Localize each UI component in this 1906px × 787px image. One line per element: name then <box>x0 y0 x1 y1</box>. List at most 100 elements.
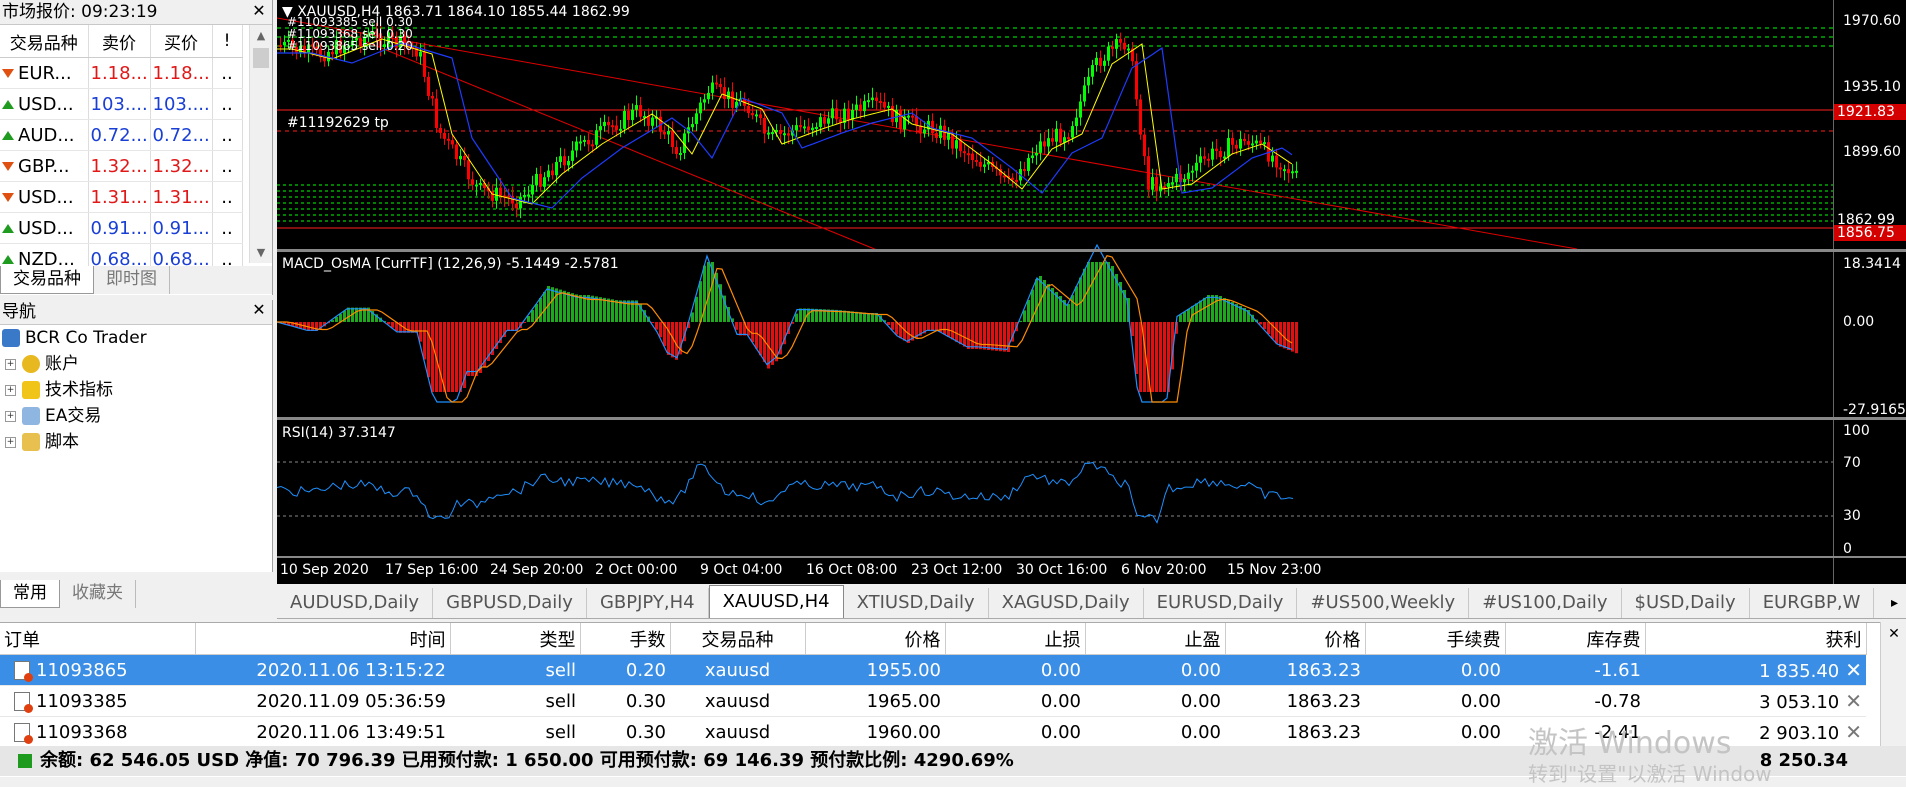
order-id-cell[interactable]: 11093385 <box>0 685 195 717</box>
quote-row[interactable]: AUD... 0.72... 0.72..... <box>0 119 243 151</box>
expand-icon[interactable]: + <box>5 410 16 422</box>
quote-symbol[interactable]: GBP... <box>0 150 89 182</box>
rsi-tick: 0 <box>1843 541 1852 557</box>
quote-flag: .. <box>212 181 243 213</box>
orders-col-header[interactable]: 止盈 <box>1085 623 1226 655</box>
col-ask-header[interactable]: 买价 <box>150 25 213 58</box>
tree-item-accounts[interactable]: + 账户 <box>0 351 272 377</box>
chart-tab[interactable]: EURUSD,Daily <box>1144 588 1298 618</box>
order-row[interactable]: 11093865 2020.11.06 13:15:22 sell 0.20 xauus… <box>0 654 1866 686</box>
tabs-scroll-right-icon[interactable]: ▸ <box>1890 595 1898 611</box>
quote-row[interactable]: USD... 103.... 103...... <box>0 88 243 120</box>
candle-body <box>1295 170 1298 173</box>
chart-tab[interactable]: XTIUSD,Daily <box>844 588 989 618</box>
quote-row[interactable]: USD... 0.91... 0.91..... <box>0 212 243 244</box>
chart-tab[interactable]: XAGUSD,Daily <box>989 588 1144 618</box>
expand-icon[interactable]: + <box>5 358 16 370</box>
quote-symbol[interactable]: USD... <box>0 212 89 244</box>
tree-item-experts[interactable]: + EA交易 <box>0 403 272 429</box>
order-id-cell[interactable]: 11093368 <box>0 716 195 748</box>
price-tick: 1935.10 <box>1843 79 1901 95</box>
quote-row[interactable]: GBP... 1.32... 1.32..... <box>0 150 243 182</box>
orders-col-header[interactable]: 获利 <box>1645 623 1867 655</box>
quote-row[interactable]: USD... 1.31... 1.31..... <box>0 181 243 213</box>
orders-col-header[interactable]: 类型 <box>450 623 581 655</box>
tab-common[interactable]: 常用 <box>0 580 60 608</box>
osma-bar <box>459 322 462 392</box>
quote-symbol[interactable]: AUD... <box>0 119 89 151</box>
osma-bar <box>523 322 526 323</box>
quote-flag: .. <box>212 119 243 151</box>
osma-bar <box>851 311 854 322</box>
pane-separator[interactable] <box>277 417 1906 420</box>
quote-scrollbar[interactable]: ▲ ▼ <box>249 25 272 263</box>
tab-favorites[interactable]: 收藏夹 <box>60 580 136 608</box>
tree-item-indicators[interactable]: + 技术指标 <box>0 377 272 403</box>
quote-symbol[interactable]: EUR... <box>0 57 89 89</box>
orders-col-header[interactable]: 价格 <box>805 623 946 655</box>
osma-bar <box>419 322 422 342</box>
orders-col-header[interactable]: 价格 <box>1225 623 1366 655</box>
osma-bar <box>867 313 870 322</box>
candle-body <box>1023 169 1026 172</box>
close-order-icon[interactable]: ✕ <box>1845 689 1862 713</box>
osma-bar <box>1203 297 1206 322</box>
candle-body <box>1199 156 1202 163</box>
tab-symbols[interactable]: 交易品种 <box>0 266 94 294</box>
chart-tab[interactable]: GBPUSD,Daily <box>433 588 587 618</box>
orders-col-header[interactable]: 库存费 <box>1505 623 1646 655</box>
candle-body <box>1003 175 1006 178</box>
orders-col-header[interactable]: 手续费 <box>1365 623 1506 655</box>
expand-icon[interactable]: + <box>5 436 16 448</box>
quote-row[interactable]: EUR... 1.18... 1.18..... <box>0 57 243 89</box>
osma-bar <box>567 292 570 322</box>
chart-tab[interactable]: EURGBP,W <box>1750 588 1875 618</box>
rsi-title: RSI(14) 37.3147 <box>282 425 396 441</box>
chart-tab[interactable]: XAUUSD,H4 <box>708 585 844 618</box>
osma-bar <box>1035 279 1038 322</box>
candle-body <box>807 126 810 131</box>
order-row[interactable]: 11093385 2020.11.09 05:36:59 sell 0.30 xauus… <box>0 685 1866 717</box>
orders-col-header[interactable]: 交易品种 <box>670 623 806 655</box>
orders-col-header[interactable]: 止损 <box>945 623 1086 655</box>
close-terminal-icon[interactable]: ✕ <box>1888 626 1900 642</box>
candle-body <box>279 45 282 47</box>
quote-symbol[interactable]: USD... <box>0 88 89 120</box>
chart-tab[interactable]: #US100,Daily <box>1469 588 1622 618</box>
order-open: 1965.00 <box>805 685 945 717</box>
order-profit-cell: 1 835.40 ✕ <box>1645 654 1866 686</box>
osma-bar <box>583 295 586 322</box>
osma-bar <box>767 322 770 369</box>
pane-separator[interactable] <box>277 249 1906 252</box>
market-watch-close-icon[interactable]: ✕ <box>252 1 266 20</box>
candle-body <box>523 194 526 197</box>
price-chart[interactable]: ▼ XAUUSD,H4 1863.71 1864.10 1855.44 1862… <box>277 0 1906 584</box>
col-bid-header[interactable]: 卖价 <box>88 25 151 58</box>
osma-bar <box>1271 322 1274 339</box>
chart-tab[interactable]: #US500,Weekly <box>1297 588 1470 618</box>
order-id-cell[interactable]: 11093865 <box>0 654 195 686</box>
expand-icon[interactable]: + <box>5 384 16 396</box>
order-tp: 0.00 <box>1085 654 1225 686</box>
candle-body <box>859 104 862 112</box>
candle-body <box>1191 170 1194 173</box>
chart-tab[interactable]: AUDUSD,Daily <box>277 588 434 618</box>
col-symbol-header[interactable]: 交易品种 <box>0 25 89 58</box>
quote-symbol[interactable]: USD... <box>0 181 89 213</box>
orders-table: 订单 时间 类型 手数 交易品种 价格 止损 止盈 价格 手续费 库存费 获利 11093865 202… <box>0 623 1867 748</box>
orders-col-header[interactable]: 手数 <box>580 623 671 655</box>
close-order-icon[interactable]: ✕ <box>1845 720 1862 744</box>
tree-item-scripts[interactable]: + 脚本 <box>0 429 272 455</box>
osma-bar <box>551 287 554 322</box>
orders-col-header[interactable]: 时间 <box>195 623 451 655</box>
tree-root[interactable]: BCR Co Trader <box>0 325 272 351</box>
orders-col-header[interactable]: 订单 <box>0 623 196 655</box>
chart-tab[interactable]: GBPJPY,H4 <box>587 588 709 618</box>
chart-canvas[interactable] <box>277 0 1906 584</box>
close-order-icon[interactable]: ✕ <box>1845 658 1862 682</box>
tab-tick-chart[interactable]: 即时图 <box>94 266 170 294</box>
candle-body <box>403 35 406 45</box>
navigator-close-icon[interactable]: ✕ <box>252 300 266 319</box>
col-flag-header[interactable]: ! <box>212 25 243 58</box>
chart-tab[interactable]: $USD,Daily <box>1622 588 1750 618</box>
